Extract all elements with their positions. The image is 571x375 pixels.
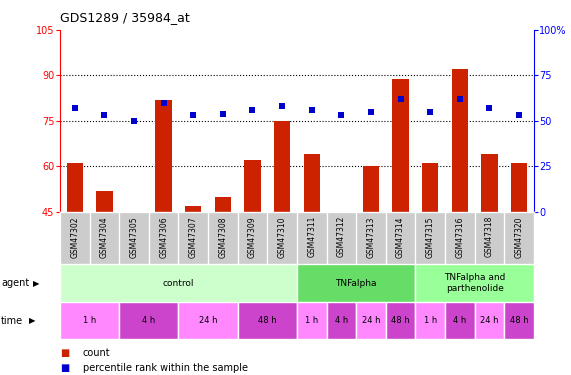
Point xyxy=(485,105,494,111)
Bar xyxy=(422,164,439,212)
Point xyxy=(337,112,346,118)
Point xyxy=(130,118,139,124)
Text: TNFalpha and
parthenolide: TNFalpha and parthenolide xyxy=(444,273,505,293)
Point xyxy=(367,109,376,115)
Text: GSM47316: GSM47316 xyxy=(455,216,464,258)
Bar xyxy=(481,154,497,212)
Text: control: control xyxy=(163,279,194,288)
Point xyxy=(425,109,435,115)
Bar xyxy=(67,164,83,212)
Text: 1 h: 1 h xyxy=(305,316,319,325)
Bar xyxy=(327,302,356,339)
Text: 4 h: 4 h xyxy=(453,316,467,325)
Text: GSM47304: GSM47304 xyxy=(100,216,109,258)
Point xyxy=(278,104,287,110)
Bar xyxy=(119,302,178,339)
Text: 48 h: 48 h xyxy=(391,316,410,325)
Text: GSM47315: GSM47315 xyxy=(426,216,435,258)
Bar xyxy=(96,190,112,212)
Text: percentile rank within the sample: percentile rank within the sample xyxy=(83,363,248,373)
Text: GSM47313: GSM47313 xyxy=(367,216,376,258)
Bar xyxy=(155,100,172,212)
Point xyxy=(188,112,198,118)
Bar xyxy=(363,166,379,212)
Text: 24 h: 24 h xyxy=(361,316,380,325)
Bar xyxy=(244,160,260,212)
Point xyxy=(70,105,79,111)
Text: ▶: ▶ xyxy=(33,279,39,288)
Point xyxy=(159,100,168,106)
Bar xyxy=(274,121,290,212)
Point xyxy=(455,96,464,102)
Bar xyxy=(297,264,416,302)
Text: TNFalpha: TNFalpha xyxy=(335,279,377,288)
Text: GSM47309: GSM47309 xyxy=(248,216,257,258)
Text: 24 h: 24 h xyxy=(199,316,218,325)
Bar xyxy=(445,302,475,339)
Point xyxy=(248,107,257,113)
Text: GDS1289 / 35984_at: GDS1289 / 35984_at xyxy=(60,11,190,24)
Bar xyxy=(511,164,527,212)
Text: 4 h: 4 h xyxy=(335,316,348,325)
Text: 24 h: 24 h xyxy=(480,316,498,325)
Point xyxy=(218,111,227,117)
Bar xyxy=(60,264,297,302)
Text: agent: agent xyxy=(1,278,29,288)
Bar xyxy=(415,264,534,302)
Bar xyxy=(185,206,202,212)
Bar xyxy=(356,302,386,339)
Text: GSM47312: GSM47312 xyxy=(337,216,346,258)
Point xyxy=(396,96,405,102)
Text: GSM47305: GSM47305 xyxy=(130,216,139,258)
Point xyxy=(100,112,109,118)
Text: 4 h: 4 h xyxy=(142,316,155,325)
Text: GSM47302: GSM47302 xyxy=(70,216,79,258)
Bar xyxy=(297,302,327,339)
Text: GSM47306: GSM47306 xyxy=(159,216,168,258)
Bar xyxy=(178,302,238,339)
Text: GSM47320: GSM47320 xyxy=(514,216,524,258)
Text: ■: ■ xyxy=(60,348,69,358)
Bar xyxy=(215,197,231,212)
Text: GSM47314: GSM47314 xyxy=(396,216,405,258)
Text: 48 h: 48 h xyxy=(258,316,276,325)
Text: 1 h: 1 h xyxy=(424,316,437,325)
Text: ▶: ▶ xyxy=(29,316,35,325)
Text: 48 h: 48 h xyxy=(510,316,528,325)
Bar xyxy=(60,302,119,339)
Bar xyxy=(475,302,504,339)
Text: count: count xyxy=(83,348,110,358)
Text: GSM47310: GSM47310 xyxy=(278,216,287,258)
Text: time: time xyxy=(1,316,23,326)
Bar xyxy=(304,154,320,212)
Point xyxy=(514,112,524,118)
Text: ■: ■ xyxy=(60,363,69,373)
Bar xyxy=(415,302,445,339)
Text: 1 h: 1 h xyxy=(83,316,96,325)
Text: GSM47308: GSM47308 xyxy=(218,216,227,258)
Point xyxy=(307,107,316,113)
Text: GSM47307: GSM47307 xyxy=(189,216,198,258)
Text: GSM47318: GSM47318 xyxy=(485,216,494,258)
Bar xyxy=(392,78,409,212)
Text: GSM47311: GSM47311 xyxy=(307,216,316,258)
Bar xyxy=(452,69,468,212)
Bar xyxy=(386,302,416,339)
Bar xyxy=(504,302,534,339)
Bar xyxy=(238,302,297,339)
